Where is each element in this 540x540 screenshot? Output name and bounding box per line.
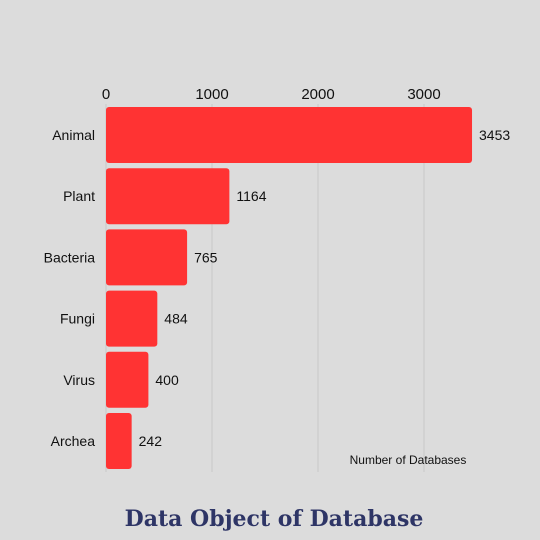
x-tick-label: 3000 bbox=[407, 86, 440, 103]
data-label-bacteria: 765 bbox=[194, 249, 218, 265]
category-labels: Animal Plant Bacteria Fungi Virus Archea bbox=[44, 127, 96, 449]
x-tick-label: 2000 bbox=[301, 86, 334, 103]
category-label-animal: Animal bbox=[52, 127, 95, 143]
category-label-fungi: Fungi bbox=[60, 311, 95, 327]
x-tick-label: 0 bbox=[102, 86, 110, 103]
data-label-virus: 400 bbox=[155, 372, 179, 388]
x-axis-ticks: 0 1000 2000 3000 bbox=[102, 86, 441, 103]
category-label-plant: Plant bbox=[63, 188, 95, 204]
category-label-virus: Virus bbox=[63, 372, 95, 388]
bar-fungi bbox=[106, 290, 158, 347]
bar-archea bbox=[106, 413, 132, 469]
data-label-archea: 242 bbox=[139, 433, 163, 449]
bar-virus bbox=[106, 351, 149, 408]
chart-title: Data Object of Database bbox=[125, 506, 424, 532]
bar-plant bbox=[106, 168, 230, 225]
data-labels: 3453 1164 765 484 400 242 bbox=[139, 127, 511, 449]
data-label-fungi: 484 bbox=[164, 311, 188, 327]
x-axis-title: Number of Databases bbox=[350, 453, 467, 467]
category-label-archea: Archea bbox=[51, 433, 96, 449]
category-label-bacteria: Bacteria bbox=[44, 249, 96, 265]
x-tick-label: 1000 bbox=[195, 86, 228, 103]
bar-bacteria bbox=[106, 229, 188, 286]
data-label-plant: 1164 bbox=[236, 188, 266, 204]
bar-animal bbox=[106, 107, 473, 163]
grid-lines bbox=[105, 104, 425, 472]
data-label-animal: 3453 bbox=[479, 127, 510, 143]
bars bbox=[106, 107, 473, 469]
